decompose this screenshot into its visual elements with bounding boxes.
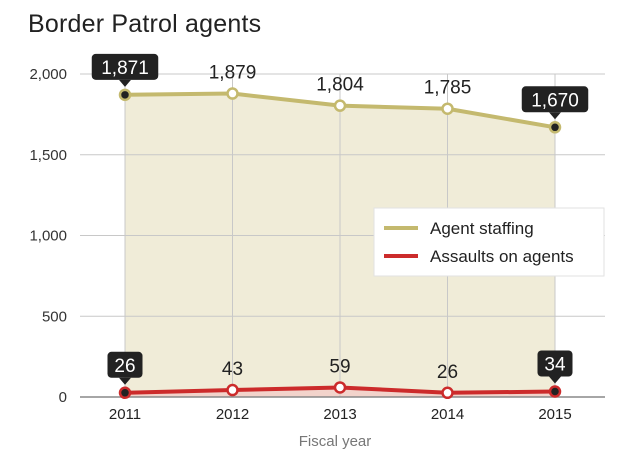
legend-label: Agent staffing: [430, 219, 534, 238]
legend-label: Assaults on agents: [430, 247, 574, 266]
data-label: 34: [544, 355, 566, 376]
data-point: [548, 121, 562, 134]
data-label-box: [107, 351, 143, 378]
data-point: [118, 88, 132, 102]
data-label: 1,879: [209, 63, 257, 84]
data-point: [333, 99, 347, 112]
data-label: 1,670: [531, 90, 579, 111]
data-label: 1,871: [101, 58, 149, 79]
data-label-box: [537, 350, 573, 377]
data-point: [226, 87, 239, 100]
data-label: 26: [437, 362, 458, 383]
data-label-pointer: [549, 112, 561, 120]
y-tick-label: 1,500: [29, 147, 67, 164]
legend-box: [373, 207, 605, 277]
data-label: 1,785: [424, 78, 472, 99]
data-label-pointer: [119, 377, 131, 385]
x-tick-label: 2015: [538, 406, 571, 423]
data-label-pointer: [549, 376, 561, 384]
x-tick-label: 2011: [109, 406, 141, 423]
chart-title: Border Patrol agents: [28, 10, 262, 38]
x-axis-title: Fiscal year: [299, 433, 372, 450]
x-tick-label: 2014: [431, 406, 464, 423]
data-label-box: [91, 53, 159, 80]
data-point: [548, 385, 562, 398]
data-label: 43: [222, 359, 243, 380]
data-point: [226, 383, 239, 397]
data-point: [441, 386, 454, 400]
y-tick-label: 2,000: [29, 66, 67, 83]
data-label: 26: [114, 356, 135, 377]
y-tick-label: 500: [42, 308, 67, 325]
data-label: 1,804: [316, 75, 364, 96]
x-tick-label: 2013: [323, 406, 356, 423]
y-tick-label: 0: [59, 389, 67, 406]
y-tick-label: 1,000: [29, 228, 67, 245]
data-label: 59: [329, 356, 350, 377]
data-label-box: [521, 86, 589, 113]
data-label-pointer: [119, 79, 131, 87]
data-point: [441, 102, 454, 115]
x-tick-label: 2012: [216, 406, 249, 423]
data-point: [118, 386, 132, 400]
data-point: [333, 381, 347, 394]
